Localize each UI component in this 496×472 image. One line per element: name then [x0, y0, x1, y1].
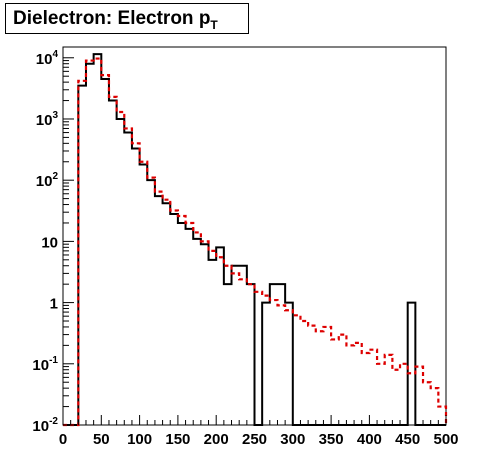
chart-title: Dielectron: Electron pT: [5, 3, 249, 34]
x-tick-label: 400: [357, 431, 382, 448]
histogram-series-layer: [63, 53, 448, 427]
y-tick-label: 10-1: [32, 355, 58, 374]
x-tick-label: 500: [433, 431, 458, 448]
x-tick-label: 450: [395, 431, 420, 448]
x-tick-label: 350: [319, 431, 344, 448]
x-tick-label: 50: [93, 431, 110, 448]
y-tick-label: 104: [36, 49, 59, 68]
axes-layer: 0 50 100 150 200 250 300 350 400 450 500 10-2 10-1 1 1…: [32, 49, 458, 448]
x-tick-label: 150: [165, 431, 190, 448]
x-tick-label: 0: [59, 431, 67, 448]
x-tick-label: 200: [204, 431, 229, 448]
histogram-series-1-solid: [63, 53, 446, 426]
chart-title-main: Dielectron: Electron p: [13, 8, 211, 29]
y-tick-label: 102: [36, 171, 59, 190]
y-tick-label: 1: [50, 296, 58, 313]
x-tick-label: 300: [280, 431, 305, 448]
y-tick-label: 10: [41, 234, 58, 251]
y-tick-label: 10-2: [32, 416, 58, 435]
histogram-series-2-dashed: [63, 57, 448, 427]
chart-title-subscript: T: [210, 18, 218, 32]
x-tick-label: 100: [127, 431, 152, 448]
x-tick-label: 250: [242, 431, 267, 448]
y-tick-label: 103: [36, 110, 59, 129]
